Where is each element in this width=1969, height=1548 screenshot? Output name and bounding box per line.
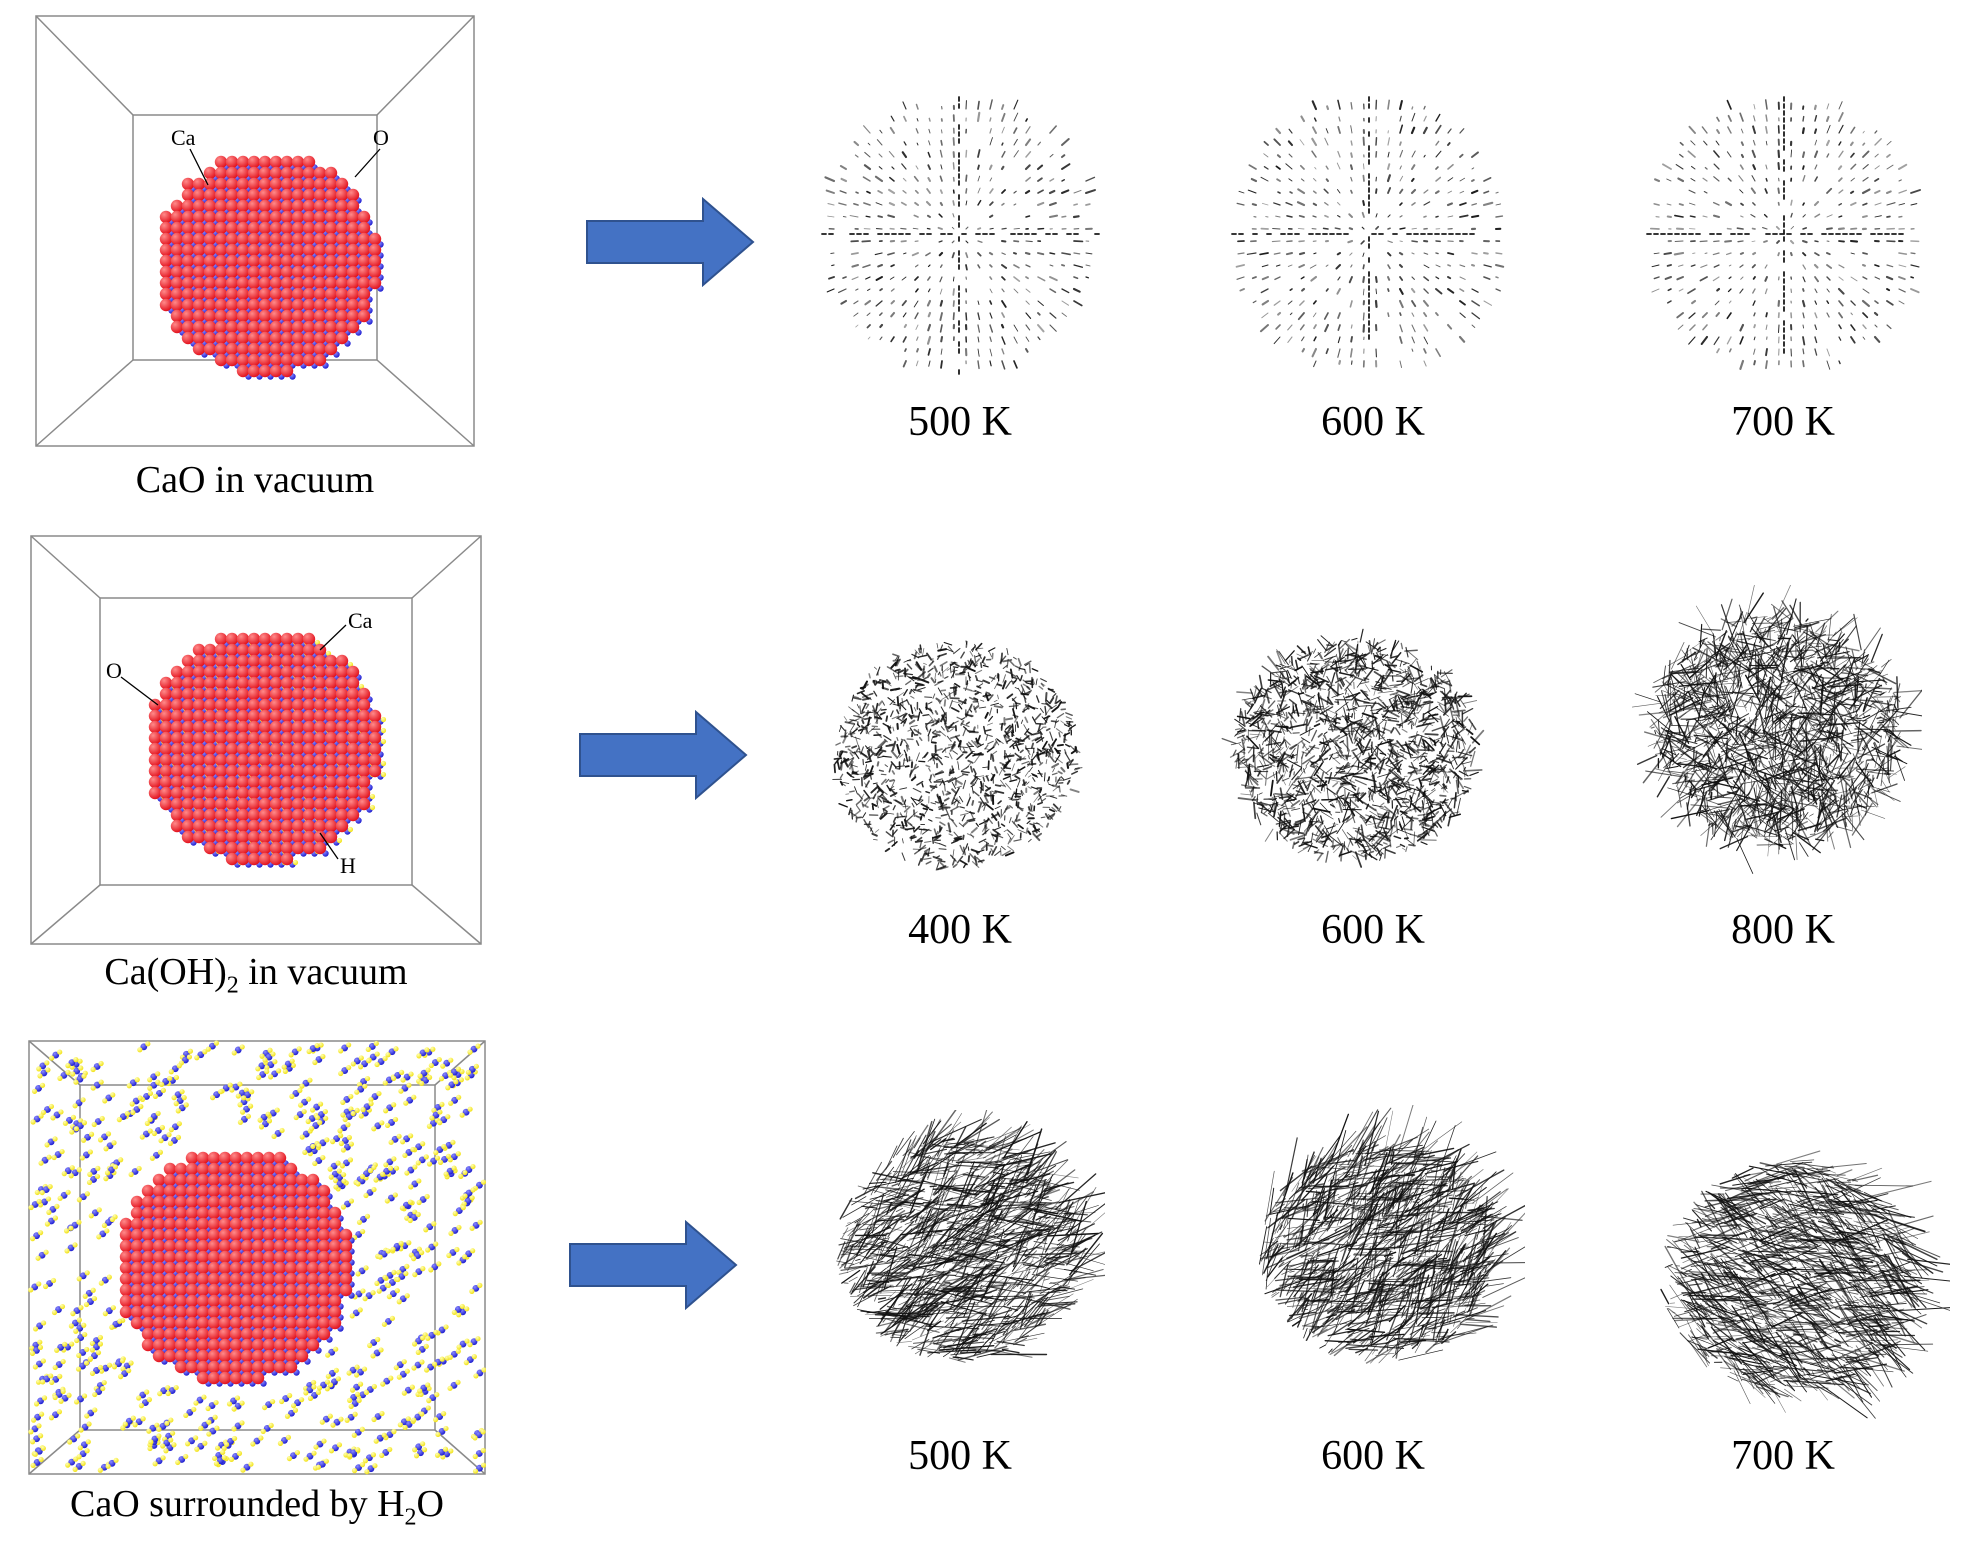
displacement-vectors xyxy=(832,640,1083,871)
arrow-right-icon xyxy=(586,197,755,287)
temperature-label: 700 K xyxy=(1731,399,1835,445)
atom-label-h: H xyxy=(319,832,356,878)
box-frame xyxy=(30,535,482,945)
vector-panel-400k xyxy=(832,640,1083,871)
temperature-label: 800 K xyxy=(1731,907,1835,953)
simulation-box-cao-vacuum: Ca O xyxy=(35,15,475,447)
simulation-box-cao-water xyxy=(28,1040,486,1475)
svg-text:H: H xyxy=(340,853,356,878)
temperature-label: 700 K xyxy=(1731,1433,1835,1479)
temperature-label: 500 K xyxy=(908,399,1012,445)
caption-caoh2-vacuum: Ca(OH)2 in vacuum xyxy=(104,951,408,999)
temperature-label: 600 K xyxy=(1321,1433,1425,1479)
simulation-box-caoh2-vacuum: Ca O H xyxy=(30,535,482,945)
nanoparticle xyxy=(159,155,384,380)
temperature-label: 400 K xyxy=(908,907,1012,953)
temperature-label: 600 K xyxy=(1321,399,1425,445)
displacement-vectors xyxy=(821,96,1100,375)
vector-panel-600k xyxy=(1221,628,1485,868)
svg-text:Ca: Ca xyxy=(171,125,196,150)
svg-text:Ca: Ca xyxy=(348,608,373,633)
vector-panel-500k xyxy=(821,96,1100,375)
vector-panel-700k xyxy=(1660,1150,1950,1419)
displacement-vectors xyxy=(1646,96,1921,370)
displacement-vectors xyxy=(1660,1150,1950,1419)
svg-text:O: O xyxy=(373,125,389,150)
caption-cao-water: CaO surrounded by H2O xyxy=(69,1483,444,1531)
caption-cao-vacuum: CaO in vacuum xyxy=(135,459,375,501)
displacement-vectors xyxy=(1258,1105,1525,1364)
nanoparticle xyxy=(148,632,387,868)
svg-text:O: O xyxy=(106,658,122,683)
water-molecules xyxy=(28,1040,486,1475)
displacement-vectors xyxy=(836,1110,1105,1363)
atom-label-o: O xyxy=(354,125,389,178)
arrow-right-icon xyxy=(569,1220,738,1310)
vector-panel-600k xyxy=(1258,1105,1525,1364)
temperature-label: 600 K xyxy=(1321,907,1425,953)
displacement-vectors xyxy=(1632,585,1922,874)
atom-label-ca: Ca xyxy=(319,608,373,651)
arrow-right-icon xyxy=(579,710,748,800)
atom-label-o: O xyxy=(106,658,159,706)
nanoparticle xyxy=(119,1151,355,1387)
atom-label-ca: Ca xyxy=(171,125,209,186)
vector-panel-700k xyxy=(1646,96,1921,370)
vector-panel-800k xyxy=(1632,585,1922,874)
displacement-vectors xyxy=(1221,628,1485,868)
vector-panel-500k xyxy=(836,1110,1105,1363)
vector-panel-600k xyxy=(1231,96,1505,369)
temperature-label: 500 K xyxy=(908,1433,1012,1479)
displacement-vectors xyxy=(1231,96,1505,369)
